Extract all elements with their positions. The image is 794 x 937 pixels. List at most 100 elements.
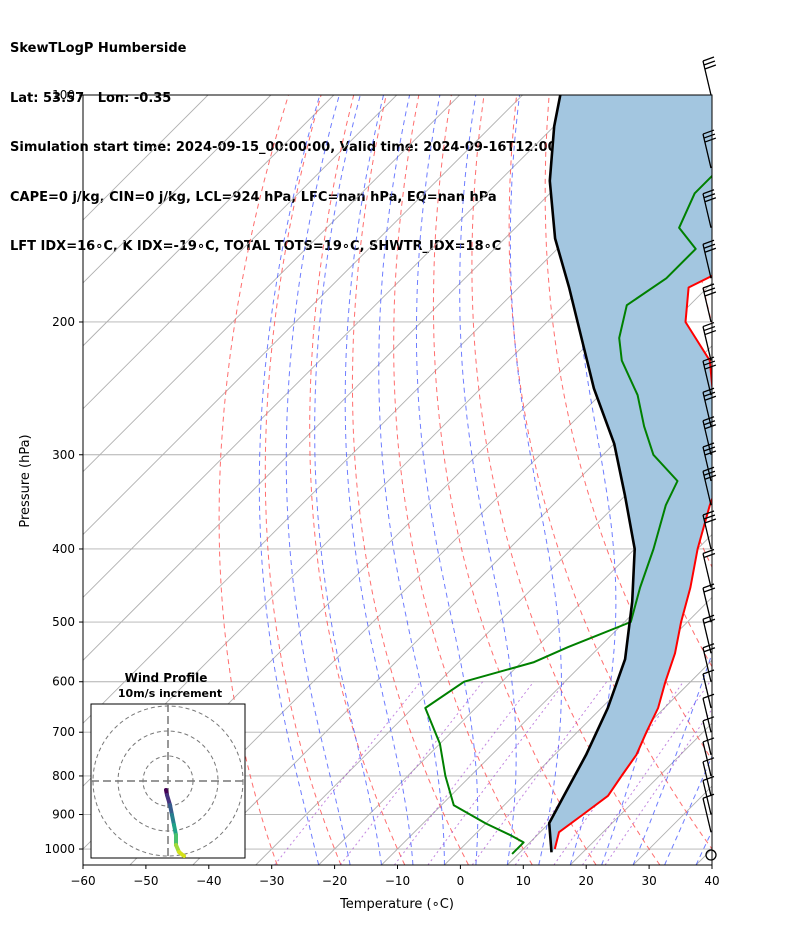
moist-adiabat xyxy=(314,95,382,865)
mixing-ratio-line xyxy=(393,681,535,865)
moist-adiabat xyxy=(344,95,414,865)
wind-barb xyxy=(702,189,717,228)
isotherm xyxy=(381,533,712,865)
calm-wind-circle xyxy=(705,849,717,861)
wind-barb xyxy=(702,583,716,623)
dry-adiabat xyxy=(711,95,712,102)
x-axis-label: Temperature (∘C) xyxy=(339,897,454,912)
wind-barb xyxy=(702,669,715,709)
isotherm xyxy=(83,95,649,661)
dry-adiabat xyxy=(508,95,712,850)
dry-adiabat xyxy=(351,95,469,865)
temperature-line xyxy=(553,274,712,850)
chart-header: SkewTLogP Humberside Lat: 53.57 Lon: -0.… xyxy=(10,8,603,272)
wind-barb xyxy=(702,442,717,482)
isotherm xyxy=(83,95,523,536)
wind-barb xyxy=(702,737,715,777)
wind-barb xyxy=(702,56,717,96)
dry-adiabat xyxy=(218,95,289,865)
x-tick-label: 40 xyxy=(704,874,719,888)
isotherm xyxy=(83,95,272,284)
mixing-ratio-line xyxy=(581,681,711,865)
moist-adiabat xyxy=(378,95,445,865)
dry-adiabat xyxy=(393,95,533,865)
moist-adiabat xyxy=(415,95,479,865)
wind-barb xyxy=(702,775,715,815)
dry-adiabat xyxy=(264,95,342,865)
isotherm xyxy=(83,95,335,347)
x-tick-label: 10 xyxy=(516,874,531,888)
x-tick-label: −10 xyxy=(385,874,410,888)
wind-barb xyxy=(702,548,716,588)
y-tick-label: 800 xyxy=(52,769,75,783)
hodograph-inset: Wind Profile 10m/s increment xyxy=(90,671,246,859)
y-axis: 100 200 300 400 500 600 700 800 900 1000 xyxy=(44,88,83,856)
wind-barb xyxy=(702,283,717,323)
dewpoint-line xyxy=(424,174,712,855)
hodograph-title: Wind Profile xyxy=(125,671,208,685)
x-tick-label: 0 xyxy=(457,874,465,888)
y-axis-label: Pressure (hPa) xyxy=(18,434,33,527)
moist-adiabat xyxy=(258,95,321,865)
y-tick-label: 600 xyxy=(52,675,75,689)
isotherm xyxy=(569,722,712,865)
x-axis: −60 −50 −40 −30 −20 −10 0 10 20 30 40 xyxy=(70,865,720,888)
mixing-ratio-line xyxy=(471,681,608,865)
wind-barb xyxy=(702,239,717,279)
x-tick-label: 20 xyxy=(579,874,594,888)
x-tick-label: −60 xyxy=(70,874,95,888)
index-line: LFT IDX=16∘C, K IDX=-19∘C, TOTAL TOTS=19… xyxy=(10,239,502,254)
wind-barb xyxy=(702,466,717,506)
moist-adiabat xyxy=(664,755,712,865)
y-tick-label: 1000 xyxy=(44,842,75,856)
isotherm xyxy=(444,596,712,865)
wind-barb xyxy=(702,793,715,833)
mixing-ratio-line xyxy=(274,681,421,865)
isotherm xyxy=(83,95,460,473)
mixing-ratio-line xyxy=(339,681,484,865)
hodograph-trace xyxy=(177,850,186,858)
y-tick-label: 500 xyxy=(52,615,75,629)
isotherm xyxy=(255,408,712,865)
y-tick-label: 200 xyxy=(52,315,75,329)
y-tick-label: 700 xyxy=(52,725,75,739)
wind-barbs xyxy=(702,56,717,861)
mixing-ratio-line xyxy=(427,681,566,865)
location-line: Lat: 53.57 Lon: -0.35 xyxy=(10,90,172,106)
wind-barb xyxy=(702,614,716,654)
wind-barb xyxy=(702,643,716,682)
y-tick-label: 900 xyxy=(52,808,75,822)
cape-line: CAPE=0 j/kg, CIN=0 j/kg, LCL=924 hPa, LF… xyxy=(10,189,497,205)
profile-lines xyxy=(424,95,712,855)
wind-barb xyxy=(702,510,717,550)
x-tick-label: −40 xyxy=(196,874,221,888)
x-tick-label: −50 xyxy=(133,874,158,888)
x-tick-label: −30 xyxy=(259,874,284,888)
wind-barb xyxy=(702,321,717,361)
chart-title: SkewTLogP Humberside xyxy=(10,41,187,56)
wind-barb xyxy=(702,716,715,755)
dry-adiabat xyxy=(432,95,597,865)
y-tick-label: 100 xyxy=(52,88,75,102)
moist-adiabat xyxy=(285,95,351,865)
isotherm xyxy=(192,345,712,865)
wind-barb xyxy=(702,693,715,733)
isotherm xyxy=(83,95,586,599)
isotherm xyxy=(83,95,398,410)
dry-adiabat xyxy=(471,95,661,865)
moist-adiabat xyxy=(459,95,517,865)
dry-adiabat xyxy=(309,95,406,865)
dry-adiabat xyxy=(745,95,794,865)
parcel-line xyxy=(547,95,636,853)
wind-barb xyxy=(702,129,717,169)
dry-adiabat xyxy=(777,95,794,865)
grid-layer xyxy=(83,95,794,865)
isotherm xyxy=(129,282,712,865)
x-tick-label: 30 xyxy=(641,874,656,888)
moist-adiabat xyxy=(509,95,562,865)
x-tick-label: −20 xyxy=(322,874,347,888)
y-tick-label: 300 xyxy=(52,448,75,462)
y-tick-label: 400 xyxy=(52,542,75,556)
wind-barb xyxy=(702,387,717,427)
